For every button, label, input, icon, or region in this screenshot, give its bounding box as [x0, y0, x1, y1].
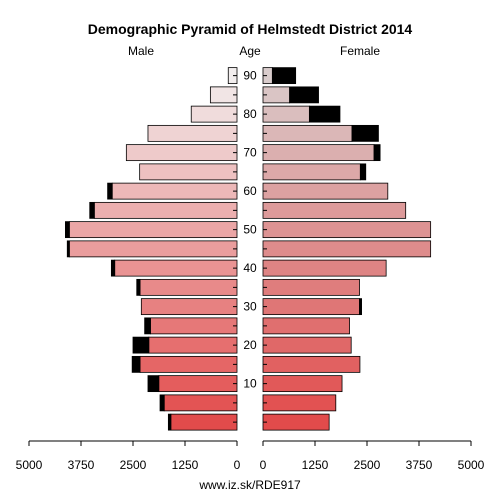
- age-tick-label: 90: [243, 69, 257, 83]
- male-x-tick-label: 2500: [120, 458, 147, 472]
- male-surplus-bar: [89, 201, 95, 219]
- age-axis: 90 80 70 60 50 40 30 20 10: [233, 69, 267, 423]
- male-bar: [139, 278, 238, 296]
- male-bar: [150, 317, 238, 335]
- male-bar: [147, 124, 238, 142]
- male-bar: [68, 221, 238, 239]
- male-surplus-bar: [65, 221, 70, 239]
- female-x-tick-label: 1250: [302, 458, 329, 472]
- female-bar: [262, 240, 432, 258]
- female-bar: [262, 124, 353, 142]
- female-bar: [262, 221, 432, 239]
- footer-url: www.iz.sk/RDE917: [198, 478, 301, 492]
- female-bar: [262, 105, 310, 123]
- age-tick-label: 10: [243, 377, 257, 391]
- male-bar: [158, 375, 238, 393]
- female-surplus-bar: [271, 67, 297, 85]
- female-surplus-bar: [359, 163, 367, 181]
- male-x-tick-label: 0: [234, 458, 241, 472]
- male-surplus-bar: [159, 394, 165, 412]
- male-surplus-bar: [132, 336, 150, 354]
- male-bar: [93, 201, 238, 219]
- male-bar: [114, 259, 238, 277]
- age-tick-label: 50: [243, 223, 257, 237]
- female-bar: [262, 163, 361, 181]
- female-bars: [262, 67, 432, 431]
- female-bar: [262, 413, 330, 431]
- female-bar: [262, 336, 352, 354]
- male-x-tick-label: 1250: [172, 458, 199, 472]
- female-x-tick-label: 0: [260, 458, 267, 472]
- male-label: Male: [128, 44, 154, 58]
- female-x-tick-label: 5000: [458, 458, 485, 472]
- age-tick-label: 60: [243, 184, 257, 198]
- female-x-tick-label: 3750: [406, 458, 433, 472]
- male-bar: [190, 105, 238, 123]
- female-surplus-bar: [359, 298, 362, 316]
- male-x-tick-label: 3750: [68, 458, 95, 472]
- female-x-tick-label: 2500: [354, 458, 381, 472]
- female-surplus-bar: [373, 144, 381, 162]
- male-surplus-bar: [136, 278, 141, 296]
- male-x-tick-label: 5000: [16, 458, 43, 472]
- male-bar: [170, 413, 238, 431]
- female-bar: [262, 278, 360, 296]
- female-bar: [262, 394, 337, 412]
- female-bar: [262, 375, 343, 393]
- female-bar: [262, 201, 407, 219]
- female-surplus-bar: [289, 86, 319, 104]
- x-axis: 5000 3750 2500 1250 0 0 1250 2500 3750 5000: [16, 440, 485, 472]
- age-label: Age: [239, 44, 261, 58]
- male-surplus-bar: [144, 317, 151, 335]
- age-tick-label: 20: [243, 338, 257, 352]
- male-bar: [148, 336, 238, 354]
- male-bar: [111, 182, 238, 200]
- male-bar: [140, 298, 238, 316]
- female-bar: [262, 298, 360, 316]
- male-bars: [65, 67, 238, 431]
- male-bar: [125, 144, 238, 162]
- male-surplus-bar: [66, 240, 70, 258]
- male-bar: [139, 355, 238, 373]
- male-bar: [139, 163, 238, 181]
- female-bar: [262, 144, 375, 162]
- male-bar: [163, 394, 238, 412]
- female-bar: [262, 182, 389, 200]
- female-surplus-bar: [351, 124, 379, 142]
- female-bar: [262, 355, 361, 373]
- female-bar: [262, 317, 350, 335]
- female-label: Female: [340, 44, 380, 58]
- age-tick-label: 70: [243, 146, 257, 160]
- chart-title: Demographic Pyramid of Helmstedt Distric…: [88, 21, 413, 37]
- age-tick-label: 80: [243, 107, 257, 121]
- male-surplus-bar: [110, 259, 116, 277]
- male-bar: [68, 240, 238, 258]
- age-tick-label: 30: [243, 300, 257, 314]
- female-bar: [262, 259, 387, 277]
- age-tick-label: 40: [243, 261, 257, 275]
- male-surplus-bar: [131, 355, 141, 373]
- male-surplus-bar: [167, 413, 172, 431]
- male-surplus-bar: [107, 182, 113, 200]
- male-surplus-bar: [147, 375, 160, 393]
- female-surplus-bar: [308, 105, 341, 123]
